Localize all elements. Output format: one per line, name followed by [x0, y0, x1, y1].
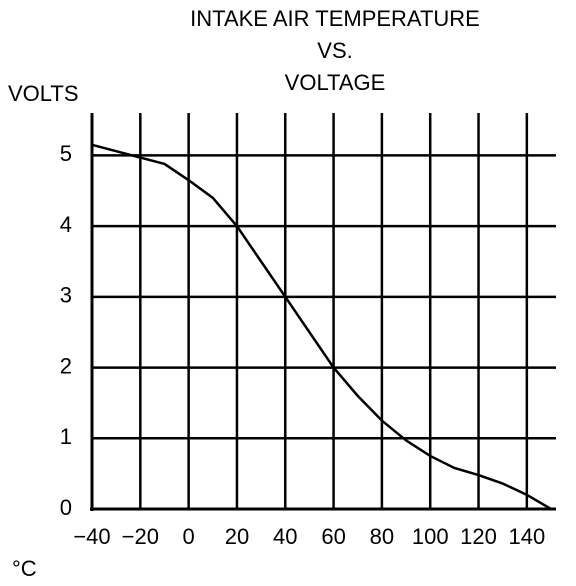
x-tick-label: 100 [412, 524, 449, 549]
x-axis-label: °C [12, 556, 37, 581]
chart-title: VOLTAGE [285, 70, 386, 95]
y-axis-label: VOLTS [8, 81, 79, 106]
x-tick-label: 20 [225, 524, 249, 549]
x-tick-label: 140 [508, 524, 545, 549]
y-tick-label: 0 [60, 495, 72, 520]
y-tick-label: 2 [60, 353, 72, 378]
x-tick-label: −20 [122, 524, 159, 549]
x-tick-label: 40 [273, 524, 297, 549]
data-line [91, 143, 552, 511]
x-tick-label: 60 [321, 524, 345, 549]
y-tick-label: 1 [60, 424, 72, 449]
chart-title: VS. [317, 38, 352, 63]
x-tick-label: −40 [73, 524, 110, 549]
x-tick-label: 120 [460, 524, 497, 549]
chart-title: INTAKE AIR TEMPERATURE [190, 6, 480, 31]
x-tick-label: 80 [370, 524, 394, 549]
y-tick-label: 4 [60, 212, 72, 237]
y-tick-label: 5 [60, 141, 72, 166]
x-tick-label: 0 [183, 524, 195, 549]
y-tick-label: 3 [60, 283, 72, 308]
